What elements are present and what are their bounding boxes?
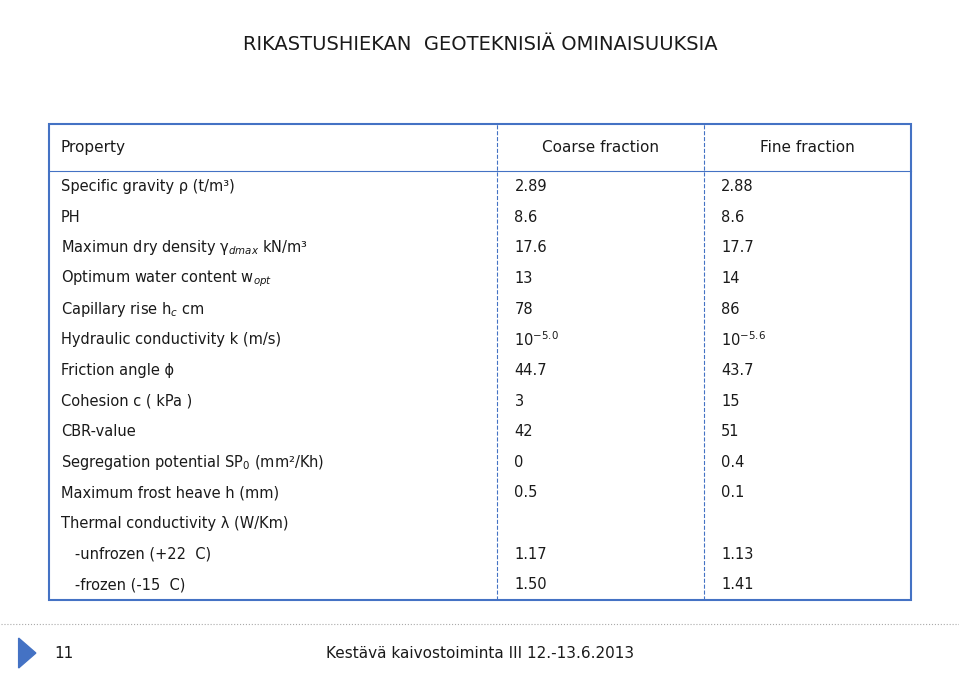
Text: 2.89: 2.89 <box>515 179 547 194</box>
Text: 17.6: 17.6 <box>515 240 547 255</box>
Text: 8.6: 8.6 <box>515 210 538 225</box>
Text: Friction angle ϕ: Friction angle ϕ <box>60 363 174 378</box>
Text: 0.1: 0.1 <box>721 486 745 501</box>
Bar <box>49 124 911 600</box>
Text: Kestävä kaivostoiminta III 12.-13.6.2013: Kestävä kaivostoiminta III 12.-13.6.2013 <box>326 645 634 660</box>
Text: 8.6: 8.6 <box>721 210 744 225</box>
Text: 1.13: 1.13 <box>721 546 754 561</box>
Text: 0.5: 0.5 <box>515 486 538 501</box>
Text: Coarse fraction: Coarse fraction <box>542 140 660 155</box>
Text: Capillary rise h$_{c}$ cm: Capillary rise h$_{c}$ cm <box>60 300 204 319</box>
Text: 51: 51 <box>721 424 740 439</box>
Text: 1.17: 1.17 <box>515 546 547 561</box>
Text: CBR-value: CBR-value <box>60 424 135 439</box>
Text: 10$^{-5.0}$: 10$^{-5.0}$ <box>515 331 560 349</box>
Text: Maximum frost heave h (mm): Maximum frost heave h (mm) <box>60 486 278 501</box>
Polygon shape <box>18 638 36 668</box>
Text: Specific gravity ρ (t/m³): Specific gravity ρ (t/m³) <box>60 179 234 194</box>
Text: 11: 11 <box>54 645 73 660</box>
Text: 13: 13 <box>515 271 533 286</box>
Text: Hydraulic conductivity k (m/s): Hydraulic conductivity k (m/s) <box>60 333 281 347</box>
Text: 43.7: 43.7 <box>721 363 754 378</box>
Text: 44.7: 44.7 <box>515 363 547 378</box>
Text: -frozen (-15  C): -frozen (-15 C) <box>60 577 185 592</box>
Text: Fine fraction: Fine fraction <box>760 140 854 155</box>
Text: Maximun dry density γ$_{dmax}$ kN/m³: Maximun dry density γ$_{dmax}$ kN/m³ <box>60 238 308 257</box>
Text: 15: 15 <box>721 393 740 408</box>
Text: 0.4: 0.4 <box>721 455 745 470</box>
Text: 1.50: 1.50 <box>515 577 547 592</box>
Text: -unfrozen (+22  C): -unfrozen (+22 C) <box>60 546 211 561</box>
Text: 10$^{-5.6}$: 10$^{-5.6}$ <box>721 331 766 349</box>
Text: Property: Property <box>60 140 126 155</box>
Text: 3: 3 <box>515 393 523 408</box>
Text: 42: 42 <box>515 424 533 439</box>
Text: Optimum water content w$_{opt}$: Optimum water content w$_{opt}$ <box>60 268 272 289</box>
Text: Thermal conductivity λ (W/Km): Thermal conductivity λ (W/Km) <box>60 516 288 531</box>
Text: 2.88: 2.88 <box>721 179 754 194</box>
Text: RIKASTUSHIEKAN  GEOTEKNISIÄ OMINAISUUKSIA: RIKASTUSHIEKAN GEOTEKNISIÄ OMINAISUUKSIA <box>243 36 717 55</box>
Text: 86: 86 <box>721 302 740 317</box>
Text: 0: 0 <box>515 455 524 470</box>
Text: Segregation potential SP$_{0}$ (mm²/Kh): Segregation potential SP$_{0}$ (mm²/Kh) <box>60 453 324 472</box>
Text: 78: 78 <box>515 302 533 317</box>
Text: PH: PH <box>60 210 81 225</box>
Text: 17.7: 17.7 <box>721 240 754 255</box>
Text: 14: 14 <box>721 271 740 286</box>
Text: 1.41: 1.41 <box>721 577 754 592</box>
Text: Cohesion c ( kPa ): Cohesion c ( kPa ) <box>60 393 192 408</box>
